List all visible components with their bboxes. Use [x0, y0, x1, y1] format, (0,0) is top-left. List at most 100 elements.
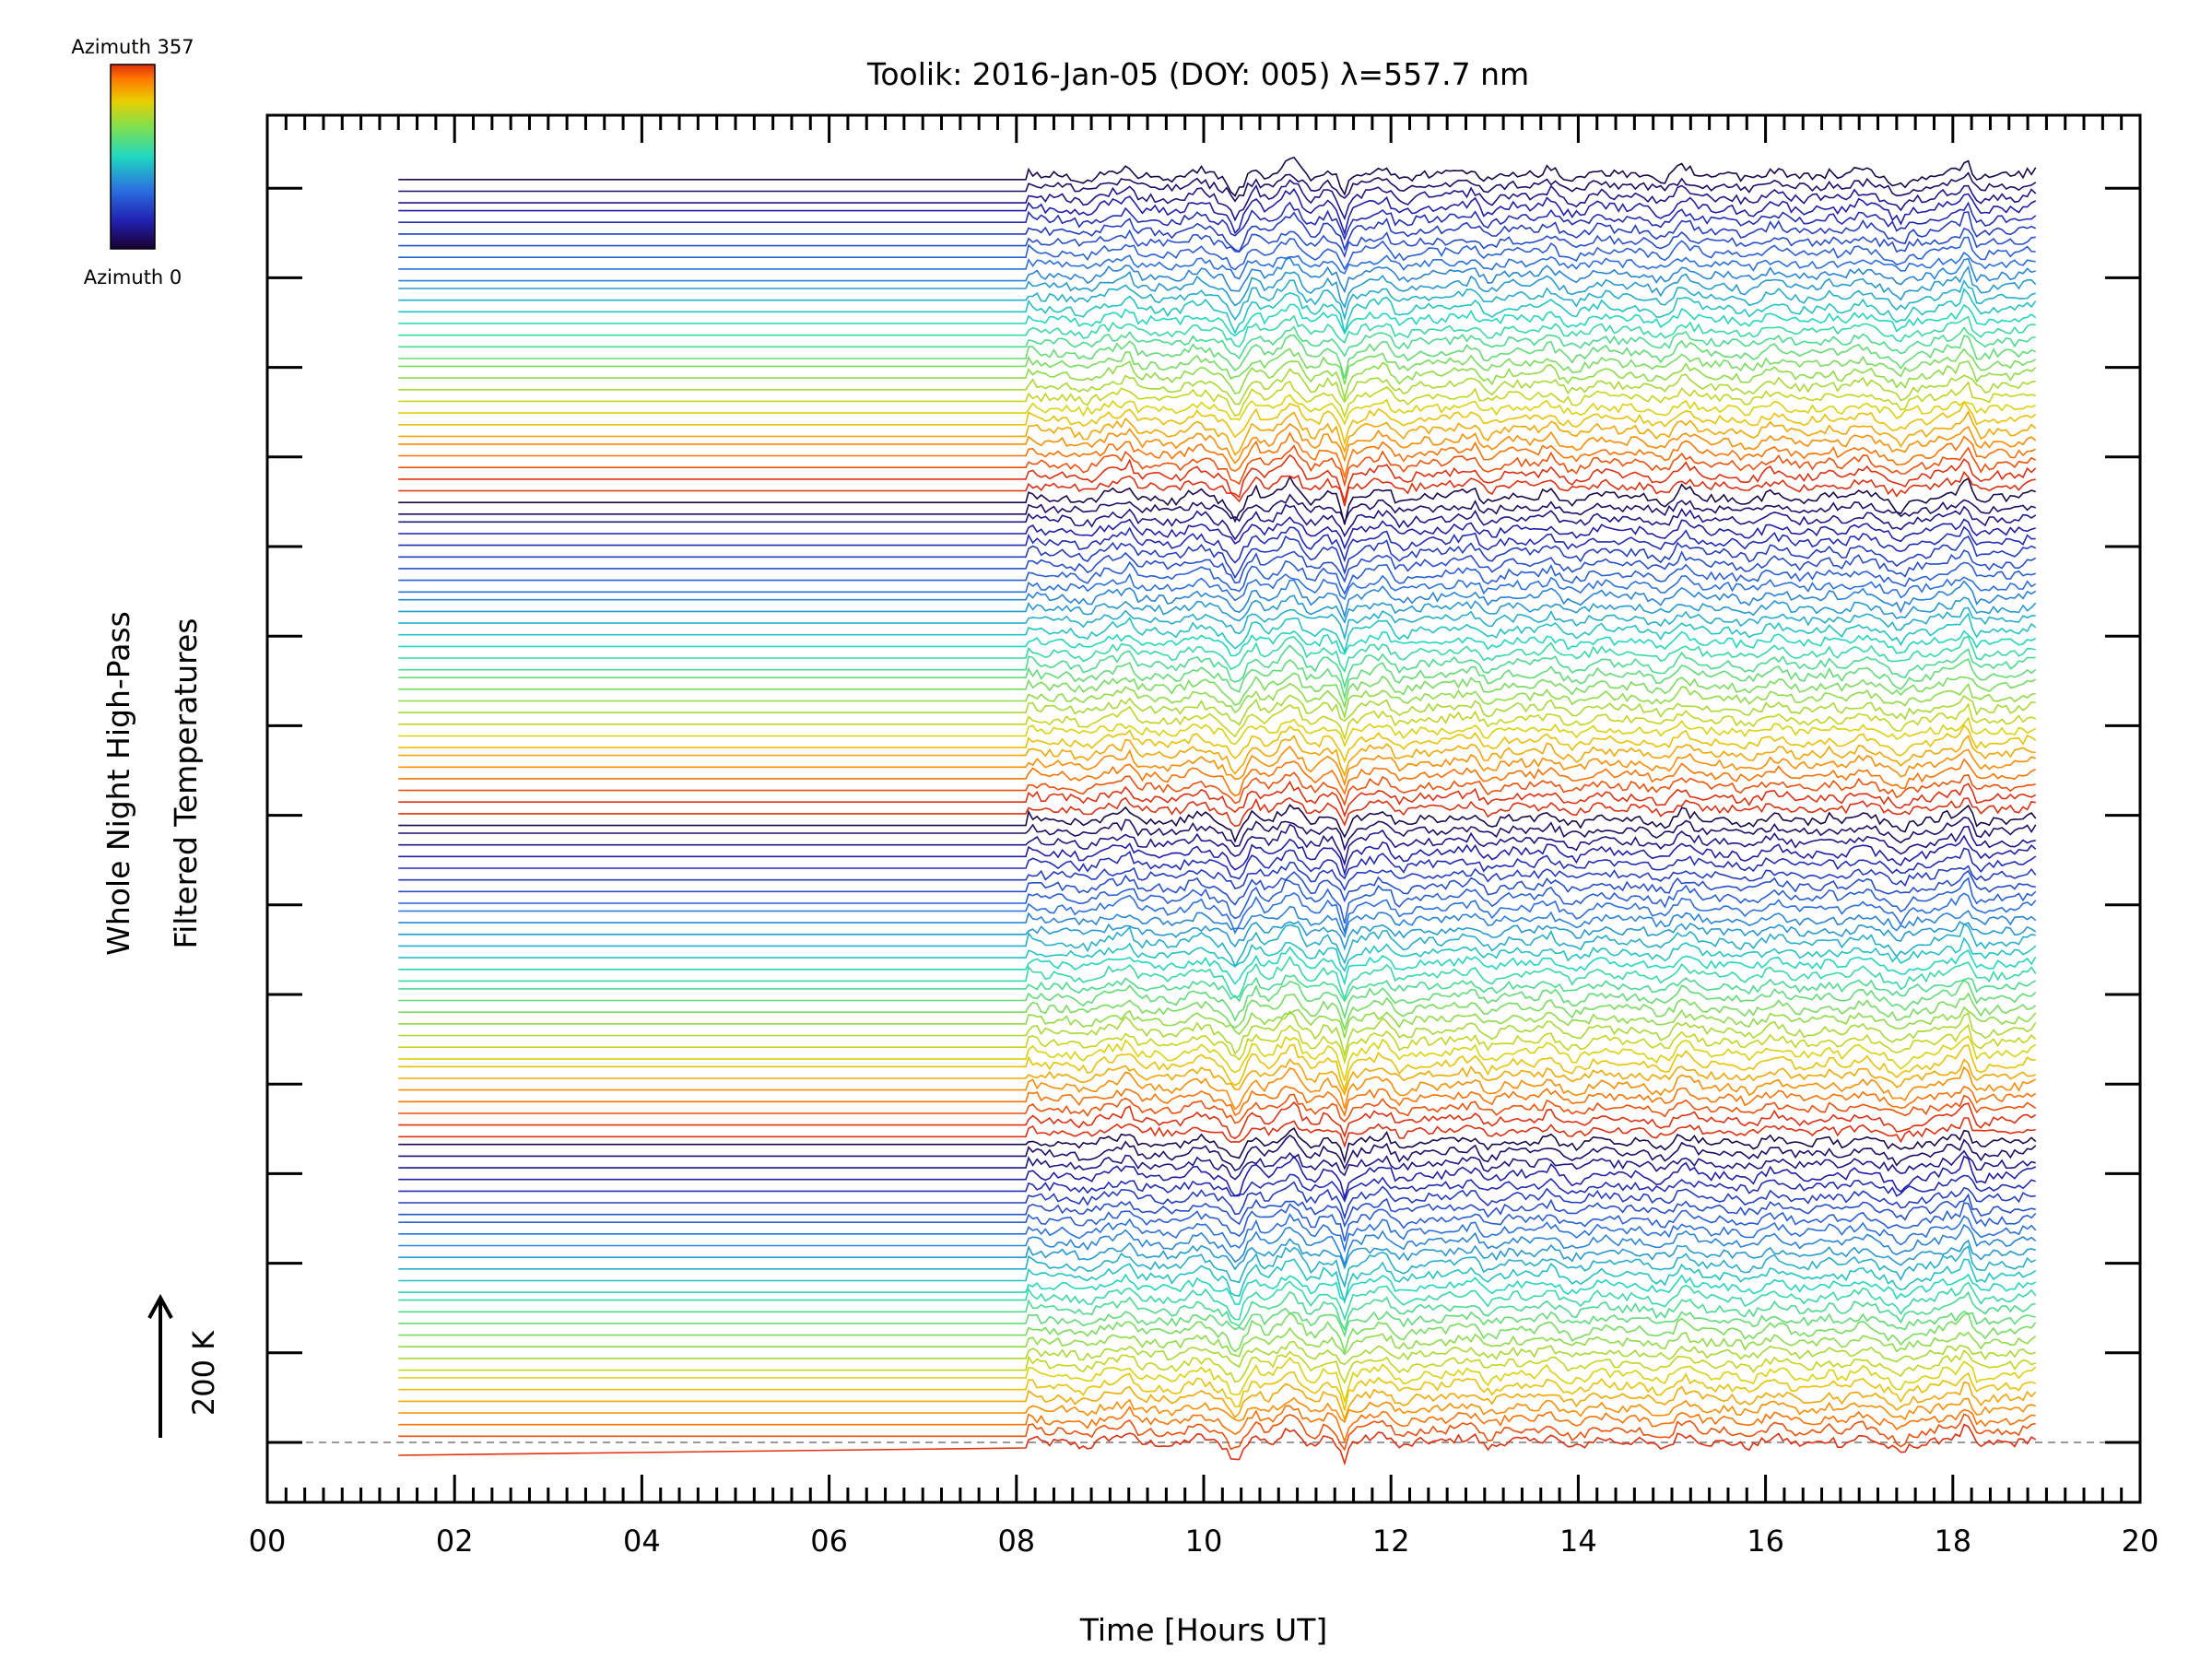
series-line: [398, 380, 2036, 419]
series-line: [398, 796, 2036, 828]
series-line: [398, 724, 2037, 763]
series-line: [398, 716, 2037, 747]
series-line: [398, 1155, 2037, 1201]
series-line: [398, 1238, 2036, 1271]
series-line: [398, 847, 2037, 880]
series-line: [398, 1173, 2036, 1203]
series-line: [398, 394, 2036, 426]
series-line: [398, 1307, 2036, 1338]
series-line: [398, 606, 2036, 641]
series-line: [398, 804, 2037, 843]
series-line: [398, 780, 2037, 818]
series-line: [398, 771, 2036, 807]
series-line: [398, 453, 2037, 505]
y-axis-label-line2: Filtered Temperatures: [168, 618, 204, 949]
series-line: [398, 1396, 2036, 1424]
series-line: [398, 572, 2037, 602]
series-line: [398, 314, 2036, 348]
series-line: [398, 955, 2037, 1001]
x-axis-label: Time [Hours UT]: [1079, 1612, 1327, 1648]
y-axis-label-line1: Whole Night High-Pass: [100, 611, 136, 956]
series-line: [398, 635, 2036, 674]
series-line: [398, 1117, 2036, 1148]
series-line: [398, 278, 2036, 321]
series-line: [398, 1273, 2037, 1305]
series-line: [398, 758, 2037, 797]
series-line: [398, 171, 2037, 203]
series-line: [398, 360, 2037, 402]
series-line: [398, 682, 2036, 720]
x-tick-label: 00: [249, 1524, 287, 1559]
series-line: [398, 201, 2037, 241]
series-line: [398, 1290, 2036, 1332]
series-line: [398, 470, 2036, 507]
x-tick-labels: 00 02 04 06 08 10 12 14 16 18 20: [249, 1524, 2159, 1559]
series-line: [398, 1181, 2036, 1220]
series-line: [398, 156, 2037, 197]
series-line: [398, 923, 2036, 969]
series-line: [398, 303, 2037, 337]
series-line: [398, 694, 2036, 726]
series-line: [398, 503, 2037, 541]
trace-group: [398, 156, 2037, 1466]
series-line: [398, 1326, 2037, 1358]
series-line: [398, 1100, 2037, 1140]
series-line: [398, 1010, 2037, 1058]
series-line: [398, 409, 2037, 456]
series-line: [398, 493, 2036, 524]
series-line: [398, 816, 2037, 852]
series-line: [398, 1126, 2037, 1164]
x-tick-label: 08: [997, 1524, 1035, 1559]
series-line: [398, 979, 2037, 1022]
series-line: [398, 834, 2037, 877]
series-line: [398, 658, 2037, 700]
series-line: [398, 672, 2037, 710]
series-line: [398, 644, 2036, 689]
series-line: [398, 444, 2037, 488]
series-line: [398, 431, 2037, 479]
series-line: [398, 1381, 2037, 1422]
series-line: [398, 1006, 2037, 1039]
series-line: [398, 227, 2036, 259]
series-line: [398, 974, 2037, 1003]
series-line: [398, 211, 2037, 253]
colorbar-top-label: Azimuth 357: [71, 36, 194, 58]
series-line: [398, 1202, 2037, 1241]
series-line: [398, 992, 2037, 1032]
series-line: [398, 325, 2036, 360]
series-line: [398, 400, 2037, 446]
scale-bar-label: 200 K: [186, 1330, 221, 1416]
x-tick-label: 02: [436, 1524, 474, 1559]
series-line: [398, 1212, 2037, 1253]
series-line: [398, 347, 2037, 385]
series-line: [398, 179, 2037, 222]
series-line: [398, 734, 2036, 778]
series-line: [398, 1349, 2037, 1385]
series-line: [398, 612, 2037, 654]
series-line: [398, 1405, 2036, 1444]
series-line: [398, 745, 2037, 787]
x-tick-label: 20: [2122, 1524, 2159, 1559]
x-tick-label: 18: [1934, 1524, 1971, 1559]
colorbar: [110, 64, 156, 250]
series-line: [398, 1093, 2037, 1124]
series-line: [398, 334, 2036, 379]
series-line: [398, 869, 2036, 906]
series-line: [398, 1085, 2037, 1118]
series-line: [398, 1413, 2036, 1452]
series-line: [398, 1258, 2037, 1305]
series-line: [398, 1312, 2037, 1356]
series-line: [398, 187, 2037, 237]
series-line: [398, 702, 2037, 742]
series-line: [398, 525, 2036, 564]
x-tick-label: 14: [1559, 1524, 1597, 1559]
series-line: [398, 891, 2037, 935]
scale-bar: 200 K: [147, 1293, 221, 1438]
series-line: [398, 535, 2037, 580]
series-line: [398, 1058, 2036, 1097]
series-line: [398, 946, 2037, 986]
chart-title: Toolik: 2016-Jan-05 (DOY: 005) λ=557.7 n…: [866, 56, 1529, 92]
series-line: [398, 475, 2036, 525]
series-line: [398, 905, 2037, 939]
series-line: [398, 1193, 2036, 1229]
